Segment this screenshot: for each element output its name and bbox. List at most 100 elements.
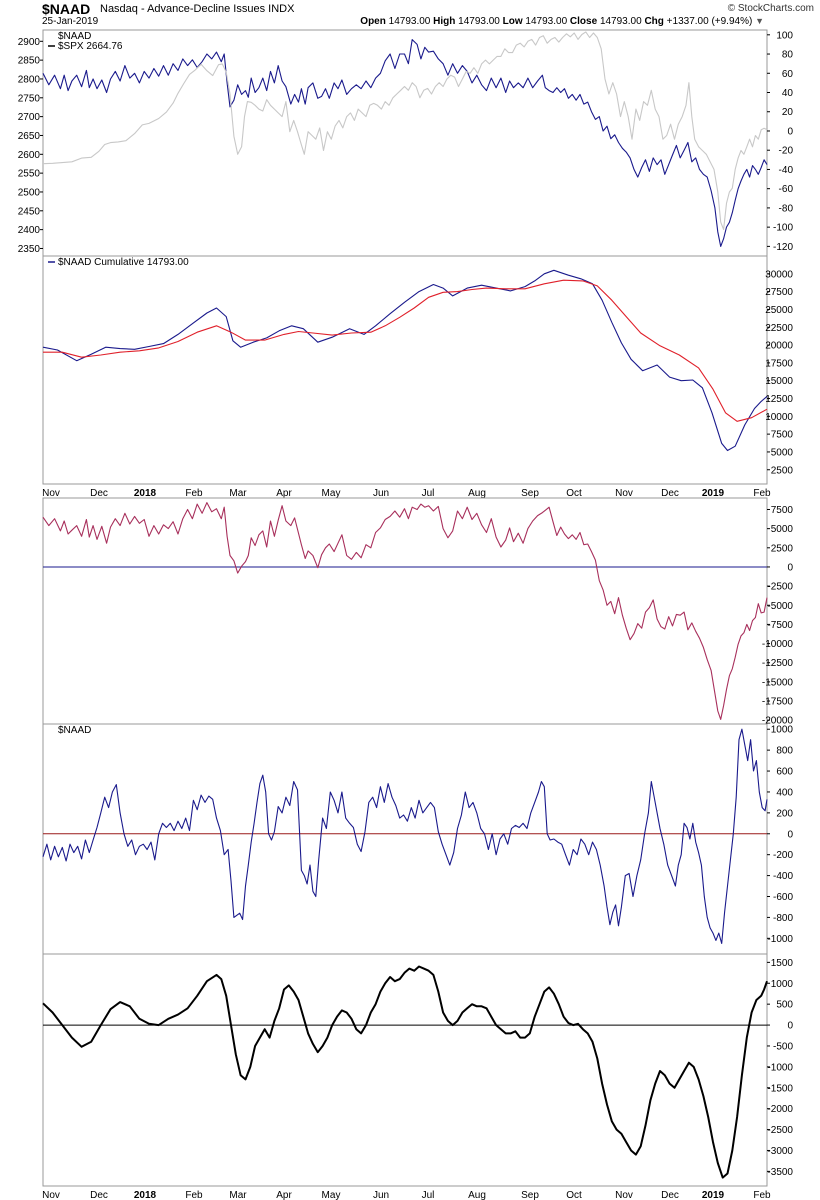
right-axis-tick-label: -80: [779, 203, 794, 214]
x-axis-tick-label: Mar: [229, 1190, 247, 1200]
brand-link[interactable]: © StockCharts.com: [727, 3, 814, 14]
right-axis-tick-label: 25000: [765, 305, 793, 316]
chg-label: Chg: [644, 16, 664, 27]
open-label: Open: [360, 16, 386, 27]
x-axis-tick-label: Feb: [753, 488, 771, 499]
x-axis-tick-label: Apr: [276, 1190, 292, 1200]
x-axis-tick-label: Nov: [615, 1190, 633, 1200]
x-axis-tick-label: May: [322, 1190, 341, 1200]
right-axis-tick-label: 1500: [771, 958, 794, 969]
x-axis-tick-label: 2019: [702, 1190, 725, 1200]
x-axis-tick-label: Dec: [661, 488, 679, 499]
right-axis-tick-label: 7500: [771, 505, 794, 516]
x-axis-tick-label: May: [322, 488, 341, 499]
right-axis-tick-label: -400: [773, 871, 793, 882]
right-axis-tick-label: 22500: [765, 323, 793, 334]
right-axis-tick-label: -500: [773, 1041, 793, 1052]
right-axis-tick-label: 0: [787, 126, 793, 137]
high-value: 14793.00: [458, 16, 500, 27]
quote-date: 25-Jan-2019: [42, 16, 99, 27]
series-line-smoothed: [42, 965, 768, 1179]
x-axis-tick-label: 2018: [134, 488, 157, 499]
left-axis-tick-label: 2400: [18, 225, 41, 236]
right-axis-tick-label: 500: [776, 1000, 793, 1011]
x-axis-tick-label: Dec: [661, 1190, 679, 1200]
right-axis-tick-label: 800: [776, 746, 793, 757]
right-axis-tick-label: 40: [782, 88, 794, 99]
series-line-ma: [43, 279, 768, 422]
right-axis-tick-label: 0: [787, 829, 793, 840]
legend-label: $NAAD: [58, 31, 91, 42]
right-axis-tick-label: 0: [787, 562, 793, 573]
right-axis-tick-label: -2000: [767, 1104, 793, 1115]
x-axis-tick-label: Jul: [422, 488, 435, 499]
right-axis-tick-label: -1500: [767, 1083, 793, 1094]
right-axis-tick-label: -12500: [762, 658, 794, 669]
right-axis-tick-label: 80: [782, 50, 794, 61]
left-axis-tick-label: 2350: [18, 244, 41, 255]
left-axis-tick-label: 2550: [18, 169, 41, 180]
right-axis-tick-label: -3500: [767, 1167, 793, 1178]
symbol-title: $NAAD: [42, 1, 91, 17]
symbol-description: Nasdaq - Advance-Decline Issues INDX: [100, 3, 295, 15]
left-axis-tick-label: 2450: [18, 206, 41, 217]
x-axis-tick-label: Aug: [468, 488, 486, 499]
left-axis-tick-label: 2600: [18, 150, 41, 161]
x-axis-tick-label: Oct: [566, 488, 582, 499]
panel-frame: [42, 255, 768, 485]
right-axis-tick-label: 12500: [765, 394, 793, 405]
left-axis-tick-label: 2750: [18, 93, 41, 104]
left-axis-tick-label: 2900: [18, 37, 41, 48]
right-axis-tick-label: -2500: [767, 1125, 793, 1136]
right-axis-tick-label: 5000: [771, 524, 794, 535]
x-axis-tick-label: Feb: [753, 1190, 771, 1200]
series-line--naad-cumulative-14793-00: [42, 269, 768, 452]
panel-smoothed: 1500 1000 500 0 -500 -1000 -1500 -2000 -2500 -300…: [42, 953, 794, 1200]
chart-header: $NAAD Nasdaq - Advance-Decline Issues IN…: [0, 0, 820, 32]
left-axis-tick-label: 2500: [18, 187, 41, 198]
open-value: 14793.00: [388, 16, 431, 27]
x-axis-tick-label: Dec: [90, 1190, 108, 1200]
x-axis-tick-label: Jun: [373, 1190, 389, 1200]
right-axis-tick-label: -20: [779, 146, 794, 157]
x-axis-tick-label: Mar: [229, 488, 247, 499]
x-axis-tick-label: Apr: [276, 488, 292, 499]
right-axis-tick-label: 100: [776, 30, 793, 41]
x-axis-tick-label: Jun: [373, 488, 389, 499]
x-axis-tick-label: Feb: [185, 488, 203, 499]
right-axis-tick-label: -10000: [762, 639, 794, 650]
low-label: Low: [502, 16, 523, 27]
x-axis-tick-label: Nov: [42, 488, 60, 499]
legend-label: $NAAD Cumulative 14793.00: [58, 257, 189, 268]
right-axis-tick-label: 5000: [771, 447, 794, 458]
right-axis-tick-label: 30000: [765, 269, 793, 280]
right-axis-tick-label: 600: [776, 767, 793, 778]
right-axis-tick-label: 2500: [771, 465, 794, 476]
panel-cumulative: 30000 27500 25000 22500 20000 17500 15000 12500…: [42, 255, 794, 499]
x-axis-tick-label: Jul: [422, 1190, 435, 1200]
x-axis-tick-label: Sep: [521, 488, 539, 499]
right-axis-tick-label: 2500: [771, 543, 794, 554]
right-axis-tick-label: -600: [773, 892, 793, 903]
right-axis-tick-label: -40: [779, 165, 794, 176]
right-axis-tick-label: -60: [779, 184, 794, 195]
right-axis-tick-label: -5000: [767, 601, 793, 612]
right-axis-tick-label: -800: [773, 913, 793, 924]
right-axis-tick-label: 7500: [771, 430, 794, 441]
chg-value: +1337.00 (+9.94%): [666, 16, 753, 27]
right-axis-tick-label: 15000: [765, 376, 793, 387]
right-axis-tick-label: -7500: [767, 620, 793, 631]
x-axis-tick-label: Sep: [521, 1190, 539, 1200]
right-axis-tick-label: 20: [782, 107, 794, 118]
right-axis-tick-label: -2500: [767, 582, 793, 593]
x-axis-tick-label: Feb: [185, 1190, 203, 1200]
right-axis-tick-label: 17500: [765, 358, 793, 369]
right-axis-tick-label: 1000: [771, 979, 794, 990]
right-axis-tick-label: -100: [773, 223, 793, 234]
right-axis-tick-label: 60: [782, 69, 794, 80]
right-axis-tick-label: 400: [776, 787, 793, 798]
series-line-oscillator_pink: [42, 502, 768, 720]
legend-label: $NAAD: [58, 725, 91, 736]
